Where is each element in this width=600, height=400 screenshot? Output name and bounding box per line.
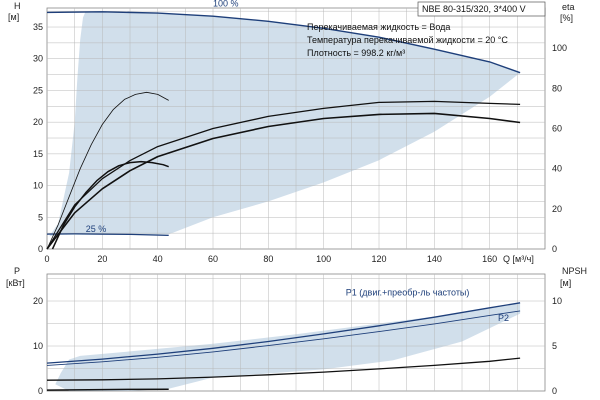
p-ytick-label: 10	[33, 341, 43, 351]
p-y2tick-label: 10	[552, 296, 562, 306]
h-ylabel-unit: [м]	[8, 12, 19, 22]
h-y2tick-label: 0	[552, 244, 557, 254]
h-y2tick-label: 80	[552, 83, 562, 93]
p-y2tick-label: 0	[552, 386, 557, 396]
chart-title-box	[417, 1, 546, 17]
h-series-1-line	[46, 233, 169, 236]
h-xtick-label: 100	[316, 254, 331, 264]
h-xtick-label: 140	[427, 254, 442, 264]
h-ytick-label: 25	[33, 85, 43, 95]
h-series-0-line	[46, 11, 521, 74]
h-ylabel: H	[14, 1, 21, 11]
h-y2tick-label: 20	[552, 204, 562, 214]
h-y2label-unit: [%]	[560, 13, 573, 23]
h-ytick-label: 10	[33, 181, 43, 191]
p-y2label-unit: [м]	[560, 278, 571, 288]
p-series-2-line	[46, 357, 521, 381]
h-series-5-line	[51, 160, 169, 250]
h-xtick-label: 40	[153, 254, 163, 264]
h-y2tick-label: 40	[552, 164, 562, 174]
p-series-0-line	[46, 302, 521, 364]
p-ylabel: P	[14, 266, 20, 276]
h-ytick-label: 20	[33, 117, 43, 127]
h-series-3-line	[46, 112, 521, 250]
p-series-3-line	[46, 388, 169, 391]
p-series-1-line	[46, 310, 521, 366]
h-ytick-label: 15	[33, 149, 43, 159]
h-ytick-label: 5	[38, 212, 43, 222]
p-operating-range	[55, 303, 521, 391]
p-ytick-label: 20	[33, 296, 43, 306]
h-series-2-line	[46, 100, 521, 250]
h-series-0-label: 100 %	[213, 0, 239, 9]
h-xtick-label: 80	[263, 254, 273, 264]
h-xtick-label: 120	[371, 254, 386, 264]
h-ytick-label: 0	[38, 244, 43, 254]
h-y2tick-label: 60	[552, 124, 562, 134]
h-xtick-label: 20	[97, 254, 107, 264]
h-y2tick-label: 100	[552, 43, 567, 53]
h-series-4-line	[46, 91, 169, 250]
chart-title: NBE 80-315/320, 3*400 V	[422, 4, 526, 14]
p-ylabel-unit: [кВт]	[6, 278, 25, 288]
p-y2tick-label: 5	[552, 341, 557, 351]
h-ytick-label: 35	[33, 22, 43, 32]
h-ytick-label: 30	[33, 54, 43, 64]
p-ytick-label: 0	[38, 386, 43, 396]
p-series-0-label: P1 (двиг.+преобр-ль частоты)	[346, 288, 470, 298]
h-xtick-label: 0	[44, 254, 49, 264]
p-series-1-label: P2	[498, 313, 509, 323]
h-series-1-label: 25 %	[86, 224, 107, 234]
annotation-1: Температура перекачиваемой жидкости = 20…	[307, 35, 508, 45]
h-xtick-label: 60	[208, 254, 218, 264]
p-y2label: NPSH	[562, 266, 587, 276]
annotation-2: Плотность = 998.2 кг/м³	[307, 48, 405, 58]
h-xlabel: Q [м³/ч]	[503, 254, 534, 264]
h-y2label: eta	[562, 2, 575, 12]
h-xtick-label: 160	[482, 254, 497, 264]
annotation-0: Перекачиваемая жидкость = Вода	[307, 22, 450, 32]
